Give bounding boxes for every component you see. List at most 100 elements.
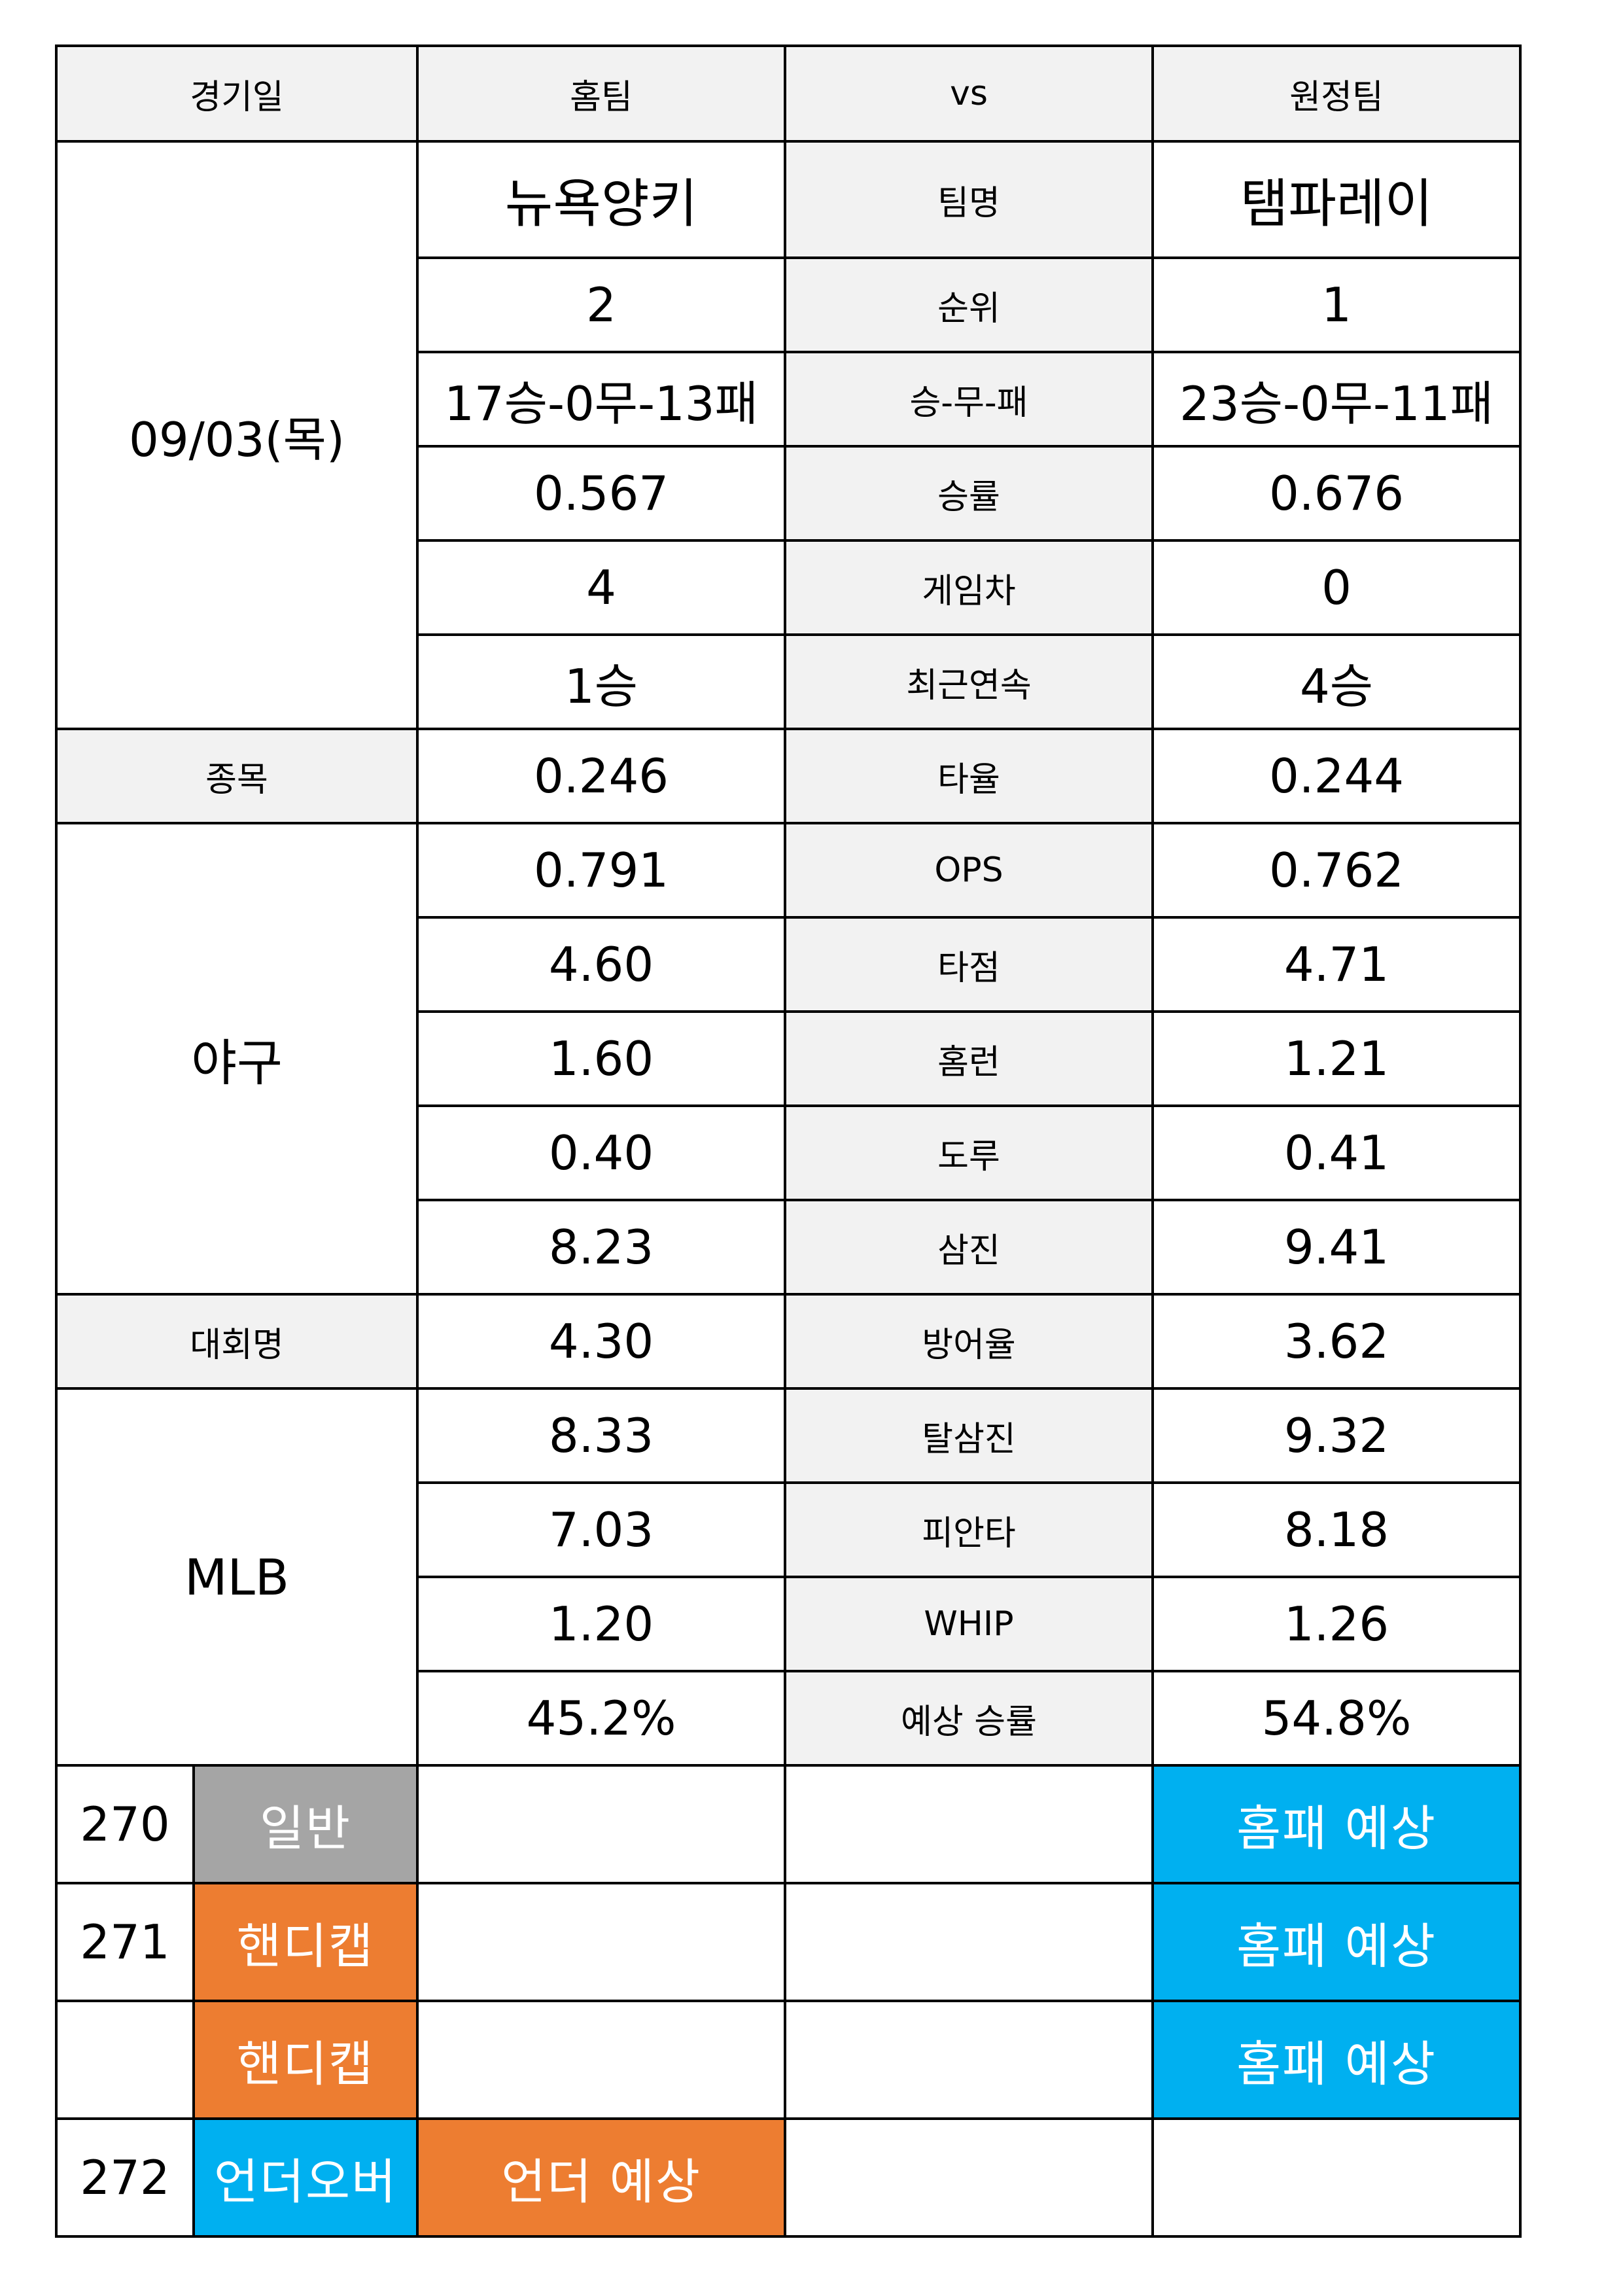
match-date: 09/03(목) [55,140,419,730]
prediction-row: 270 일반 홈패 예상 [55,1764,1522,1884]
league-label: 대회명 [55,1293,419,1390]
home-stat: 4.30 [416,1293,786,1390]
match-analysis-table: 경기일 홈팀 vs 원정팀 09/03(목) 뉴욕양키 팀명 탬파레이 2 순위… [55,44,1522,1767]
home-prediction [416,1764,786,1884]
stat-label: 순위 [784,256,1154,353]
stat-row: 2 순위 1 [56,256,1522,353]
home-stat: 1.60 [416,1010,786,1107]
away-stat: 3.62 [1151,1293,1522,1390]
stat-label: OPS [784,822,1154,919]
stat-row: 0.567 승률 0.676 [56,445,1522,542]
away-stat: 0 [1151,539,1522,636]
away-stat: 0.41 [1151,1104,1522,1201]
away-prediction [1151,2117,1522,2238]
away-stat: 0.676 [1151,445,1522,542]
home-stat: 0.40 [416,1104,786,1201]
home-stat: 1.20 [416,1576,786,1672]
stat-row: MLB 8.33 탈삼진 9.32 [55,1387,1522,1767]
prediction-table: 270 일반 홈패 예상 271 핸디캡 홈패 예상 핸디캡 홈패 예상 272… [55,1764,1522,2238]
team-row: 09/03(목) 뉴욕양키 팀명 탬파레이 [55,140,1522,730]
away-stat: 4승 [1151,633,1522,730]
away-stat: 54.8% [1151,1670,1522,1767]
home-stat: 0.567 [416,445,786,542]
home-team-name: 뉴욕양키 [416,140,786,259]
home-stat: 45.2% [416,1670,786,1767]
stat-label: 타율 [784,728,1154,824]
home-prediction [416,2000,786,2120]
sport-label: 종목 [55,728,419,824]
stat-row: 4 게임차 0 [56,539,1522,636]
stat-row: 8.23 삼진 9.41 [56,1199,1522,1296]
date-header: 경기일 [55,44,419,143]
stat-row: 17승-0무-13패 승-무-패 23승-0무-11패 [56,351,1522,448]
prediction-row: 핸디캡 홈패 예상 [55,2000,1522,2120]
stat-row: 1승 최근연속 4승 [56,633,1522,730]
stat-row: 1.20 WHIP 1.26 [56,1576,1522,1672]
away-prediction: 홈패 예상 [1151,2000,1522,2120]
league-name: MLB [55,1387,419,1767]
stat-row: 야구 0.791 OPS 0.762 [55,822,1522,1296]
game-number: 271 [55,1882,195,2002]
bet-type-tag: 일반 [192,1764,419,1884]
away-header: 원정팀 [1151,44,1522,143]
bet-type-tag: 핸디캡 [192,2000,419,2120]
home-stat: 0.791 [416,822,786,919]
stat-label: WHIP [784,1576,1154,1672]
away-team-name: 탬파레이 [1151,140,1522,259]
team-label: 팀명 [784,140,1154,259]
stat-label: 피안타 [784,1481,1154,1578]
game-number [55,2000,195,2120]
home-stat: 2 [416,256,786,353]
stat-row: 종목 0.246 타율 0.244 [55,728,1522,824]
home-stat: 17승-0무-13패 [416,351,786,448]
bet-type-tag: 핸디캡 [192,1882,419,2002]
mid-prediction [784,2117,1154,2238]
stat-row: 4.60 타점 4.71 [56,916,1522,1013]
home-stat: 4.60 [416,916,786,1013]
home-prediction: 언더 예상 [416,2117,786,2238]
stat-row: 7.03 피안타 8.18 [56,1481,1522,1578]
away-prediction: 홈패 예상 [1151,1764,1522,1884]
stat-label: 승률 [784,445,1154,542]
mid-prediction [784,1882,1154,2002]
stat-row: 대회명 4.30 방어율 3.62 [55,1293,1522,1390]
stat-label: 삼진 [784,1199,1154,1296]
stat-row: 0.40 도루 0.41 [56,1104,1522,1201]
home-stat: 8.33 [416,1387,786,1484]
stat-label: 최근연속 [784,633,1154,730]
stat-label: 승-무-패 [784,351,1154,448]
game-number: 272 [55,2117,195,2238]
sport-name: 야구 [55,822,419,1296]
home-stat: 4 [416,539,786,636]
stat-row: 45.2% 예상 승률 54.8% [56,1670,1522,1767]
mid-prediction [784,2000,1154,2120]
away-stat: 23승-0무-11패 [1151,351,1522,448]
away-stat: 0.244 [1151,728,1522,824]
stat-label: 예상 승률 [784,1670,1154,1767]
stat-label: 탈삼진 [784,1387,1154,1484]
away-stat: 1.26 [1151,1576,1522,1672]
header-row: 경기일 홈팀 vs 원정팀 [55,44,1522,143]
home-stat: 7.03 [416,1481,786,1578]
home-stat: 0.246 [416,728,786,824]
home-header: 홈팀 [416,44,786,143]
stat-label: 방어율 [784,1293,1154,1390]
home-stat: 8.23 [416,1199,786,1296]
mid-prediction [784,1764,1154,1884]
away-stat: 1 [1151,256,1522,353]
away-stat: 9.41 [1151,1199,1522,1296]
stat-row: 1.60 홈런 1.21 [56,1010,1522,1107]
vs-header: vs [784,44,1154,143]
home-stat: 1승 [416,633,786,730]
game-number: 270 [55,1764,195,1884]
stat-label: 게임차 [784,539,1154,636]
away-stat: 0.762 [1151,822,1522,919]
bet-type-tag: 언더오버 [192,2117,419,2238]
stat-label: 도루 [784,1104,1154,1201]
away-stat: 8.18 [1151,1481,1522,1578]
prediction-row: 272 언더오버 언더 예상 [55,2117,1522,2238]
home-prediction [416,1882,786,2002]
away-stat: 9.32 [1151,1387,1522,1484]
away-stat: 4.71 [1151,916,1522,1013]
away-stat: 1.21 [1151,1010,1522,1107]
